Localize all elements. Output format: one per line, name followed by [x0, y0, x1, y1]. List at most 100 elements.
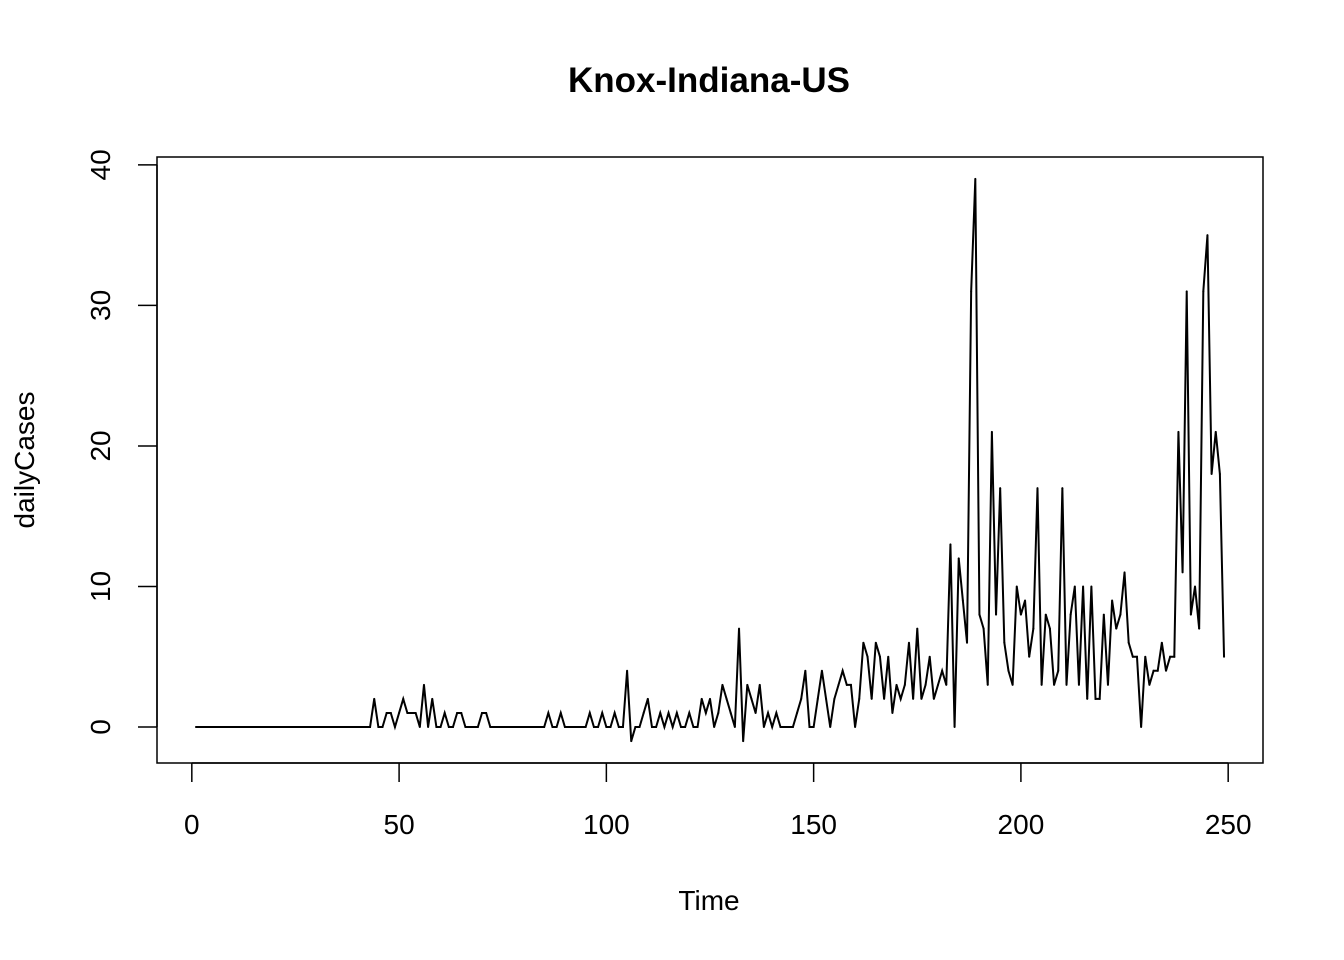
data-point — [1165, 669, 1167, 672]
data-point — [580, 726, 583, 729]
x-axis-label: Time — [678, 885, 739, 916]
data-point — [1214, 430, 1217, 433]
data-point — [1024, 599, 1027, 602]
data-point — [460, 711, 463, 714]
data-point — [1202, 290, 1205, 293]
data-point — [427, 726, 430, 729]
data-point — [1198, 627, 1201, 630]
data-point — [418, 726, 421, 729]
data-point — [223, 726, 226, 729]
y-tick-label: 20 — [85, 430, 116, 461]
data-point — [916, 627, 919, 630]
x-tick-label: 250 — [1205, 809, 1252, 840]
data-point — [692, 726, 695, 729]
data-point — [650, 726, 653, 729]
data-point — [1173, 655, 1176, 658]
x-tick-label: 100 — [583, 809, 630, 840]
data-point — [539, 726, 542, 729]
data-point — [1015, 585, 1018, 588]
data-point — [841, 669, 844, 672]
data-point — [928, 655, 931, 658]
data-point — [829, 726, 832, 729]
data-point — [1185, 290, 1188, 293]
data-point — [1152, 669, 1155, 672]
data-point — [236, 726, 239, 729]
data-point — [244, 726, 247, 729]
data-point — [663, 726, 666, 729]
data-point — [941, 669, 944, 672]
data-point — [381, 726, 384, 729]
y-tick-label: 0 — [85, 719, 116, 735]
data-point — [800, 697, 803, 700]
data-point — [646, 697, 649, 700]
data-point — [609, 726, 612, 729]
data-point — [982, 627, 985, 630]
data-point — [675, 711, 678, 714]
y-tick-label: 40 — [85, 149, 116, 180]
data-point — [456, 711, 459, 714]
data-point — [1218, 473, 1221, 476]
data-point — [937, 683, 939, 686]
data-point — [543, 726, 546, 729]
data-point — [601, 711, 604, 714]
data-point — [995, 613, 998, 616]
data-point — [924, 683, 927, 686]
data-point — [547, 711, 550, 714]
data-point — [849, 683, 852, 686]
data-point — [340, 726, 343, 729]
data-point — [700, 697, 703, 700]
data-point — [953, 726, 956, 729]
data-point — [758, 683, 761, 686]
data-point — [269, 726, 272, 729]
data-point — [891, 711, 894, 714]
data-point — [874, 641, 877, 644]
data-point — [825, 697, 828, 700]
data-point — [1119, 613, 1122, 616]
data-point — [592, 726, 595, 729]
data-point — [679, 726, 682, 729]
data-point — [667, 711, 670, 714]
data-point — [862, 641, 865, 644]
data-point — [1090, 585, 1093, 588]
data-point — [820, 669, 823, 672]
data-point — [302, 726, 305, 729]
data-point — [1111, 599, 1114, 602]
data-point — [617, 726, 620, 729]
y-axis-label: dailyCases — [9, 392, 40, 529]
data-point — [1057, 669, 1060, 672]
data-point — [356, 726, 359, 729]
data-point — [659, 711, 662, 714]
data-point — [733, 726, 736, 729]
data-point — [489, 726, 492, 729]
data-point — [265, 726, 268, 729]
data-point — [248, 726, 251, 729]
data-point — [779, 726, 782, 729]
data-point — [323, 726, 326, 729]
data-point — [1135, 655, 1138, 658]
data-point — [1189, 613, 1192, 616]
x-tick-label: 200 — [998, 809, 1045, 840]
data-point — [510, 726, 513, 729]
data-point — [1028, 655, 1031, 658]
data-point — [1069, 613, 1072, 616]
data-point — [1140, 726, 1143, 729]
data-point — [630, 740, 633, 743]
data-point — [717, 711, 720, 714]
data-point — [253, 726, 255, 729]
data-point — [1123, 571, 1126, 574]
data-point — [966, 641, 969, 644]
data-point — [899, 697, 902, 700]
data-point — [406, 711, 409, 714]
data-point — [1194, 585, 1197, 588]
data-point — [563, 726, 566, 729]
data-point — [920, 697, 923, 700]
data-point — [199, 726, 202, 729]
data-point — [949, 543, 952, 546]
data-point — [1036, 487, 1039, 490]
data-point — [870, 697, 873, 700]
data-point — [986, 683, 989, 686]
data-point — [1094, 697, 1097, 700]
data-point — [530, 726, 533, 729]
data-point — [505, 726, 508, 729]
data-point — [796, 711, 799, 714]
